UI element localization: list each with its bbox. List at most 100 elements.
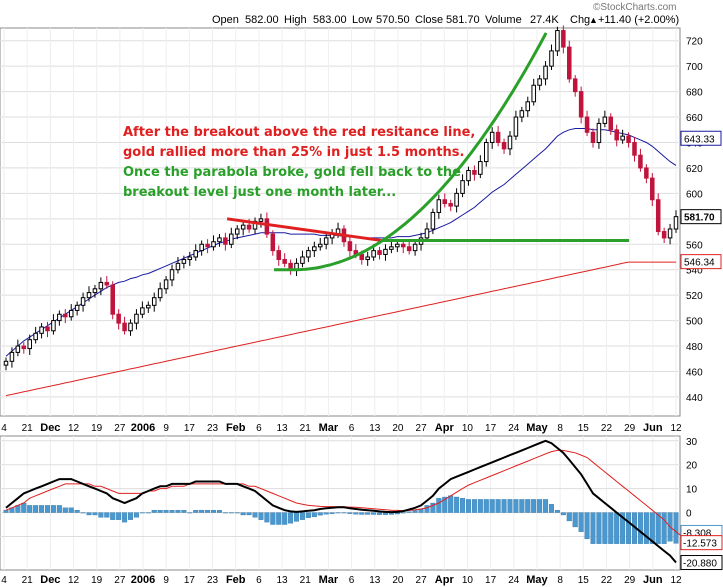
histogram-bar	[341, 512, 347, 514]
value-label-text: 546.34	[684, 258, 715, 269]
histogram-bar	[507, 499, 513, 513]
x-tick-label: Feb	[226, 574, 246, 586]
candle	[51, 314, 56, 335]
histogram-bar	[471, 499, 477, 513]
histogram-bar	[673, 512, 679, 544]
candle	[555, 26, 560, 56]
candle	[92, 284, 98, 298]
candle-body	[661, 231, 667, 239]
candle	[74, 301, 80, 316]
histogram-bar	[246, 512, 252, 516]
histogram-bar	[543, 499, 549, 513]
candle-body	[543, 65, 548, 80]
x-tick-label: 20	[392, 423, 404, 434]
histogram-bar	[513, 499, 519, 513]
candle	[655, 193, 661, 236]
candle-body	[27, 339, 32, 350]
histogram-bar	[335, 512, 341, 514]
histogram-bar	[104, 512, 110, 518]
price-gridlines	[0, 28, 680, 416]
candle	[68, 304, 74, 321]
histogram-bar	[139, 512, 145, 514]
histogram-bar	[228, 512, 234, 514]
candle	[116, 309, 121, 330]
candle-body	[122, 322, 127, 332]
candle	[442, 193, 448, 208]
candle-body	[21, 345, 27, 350]
histogram-bar	[240, 512, 246, 516]
price-tick-label: 540	[686, 266, 703, 277]
price-tick-label: 620	[686, 164, 703, 175]
histogram-bar	[442, 496, 448, 513]
histogram-bar	[578, 512, 584, 532]
x-tick-label: Apr	[435, 422, 455, 434]
histogram-bar	[531, 499, 537, 513]
candle-body	[317, 243, 323, 248]
candle	[590, 128, 596, 148]
histogram-bar	[56, 505, 62, 513]
value-label-box	[680, 555, 723, 571]
annotation-line-4: breakout level just one month later...	[123, 185, 396, 200]
annotation-line-3: Once the parabola broke, gold fell back …	[123, 165, 461, 180]
histogram-bar	[448, 495, 454, 513]
histogram-bar	[222, 512, 228, 514]
histogram-bar	[3, 510, 9, 513]
candle	[626, 132, 631, 148]
histogram-bar	[62, 507, 68, 513]
macd-path	[5, 439, 677, 564]
candle	[412, 240, 418, 256]
histogram-bar	[655, 512, 661, 544]
histogram-bar	[86, 512, 92, 516]
low-label: Low	[352, 14, 372, 26]
candle	[181, 255, 187, 269]
histogram-bar	[216, 510, 222, 513]
candle-body	[655, 199, 661, 233]
candle	[638, 148, 643, 172]
annotation-line-2: gold rallied more than 25% in just 1.5 m…	[123, 145, 464, 160]
histogram-bar	[347, 512, 353, 514]
histogram-bar	[620, 512, 626, 544]
histogram-bar	[163, 510, 169, 513]
candle	[430, 208, 436, 235]
x-axis-macd: 4 21 Dec 12 19 27 2006 9 17 23 Feb 6 13 21 Mar 6 13 20 27 A…	[1, 574, 682, 586]
candle	[478, 155, 483, 179]
candle-body	[246, 224, 252, 230]
candle-body	[608, 116, 614, 131]
x-tick-label: 21	[300, 423, 312, 434]
candle	[584, 110, 590, 137]
price-tick-label: 660	[686, 113, 703, 124]
candle	[424, 222, 430, 242]
histogram-bar	[169, 510, 175, 513]
macd-tick-label: 0	[686, 509, 692, 520]
candle	[21, 342, 27, 354]
histogram-bar	[602, 512, 608, 544]
high-value: 583.00	[313, 14, 347, 26]
candle	[276, 245, 282, 266]
candle-body	[513, 116, 519, 137]
candle-body	[104, 281, 110, 286]
histogram-bar	[424, 505, 430, 513]
candle-body	[507, 135, 513, 150]
candle-body	[116, 313, 121, 324]
histogram-bar	[483, 499, 489, 513]
histogram-bar	[187, 512, 193, 514]
histogram-bar	[50, 505, 56, 513]
x-tick-label: 10	[462, 423, 474, 434]
x-tick-label: 27	[114, 423, 126, 434]
price-tick-label: 480	[686, 342, 703, 353]
candle	[175, 256, 181, 274]
histogram-bar	[39, 505, 45, 513]
price-panel	[0, 27, 681, 417]
candle	[561, 25, 566, 54]
candle-body	[199, 243, 204, 252]
candle-body	[270, 233, 276, 252]
histogram-bar	[637, 512, 643, 544]
histogram-bar	[560, 512, 566, 516]
price-value-labels: 643.33 581.70 546.34	[680, 130, 722, 270]
x-tick-label: 12	[68, 575, 80, 586]
candle-body	[389, 246, 394, 250]
candle-body	[3, 360, 9, 366]
value-label-text: 643.33	[684, 134, 715, 145]
candle	[9, 347, 15, 368]
